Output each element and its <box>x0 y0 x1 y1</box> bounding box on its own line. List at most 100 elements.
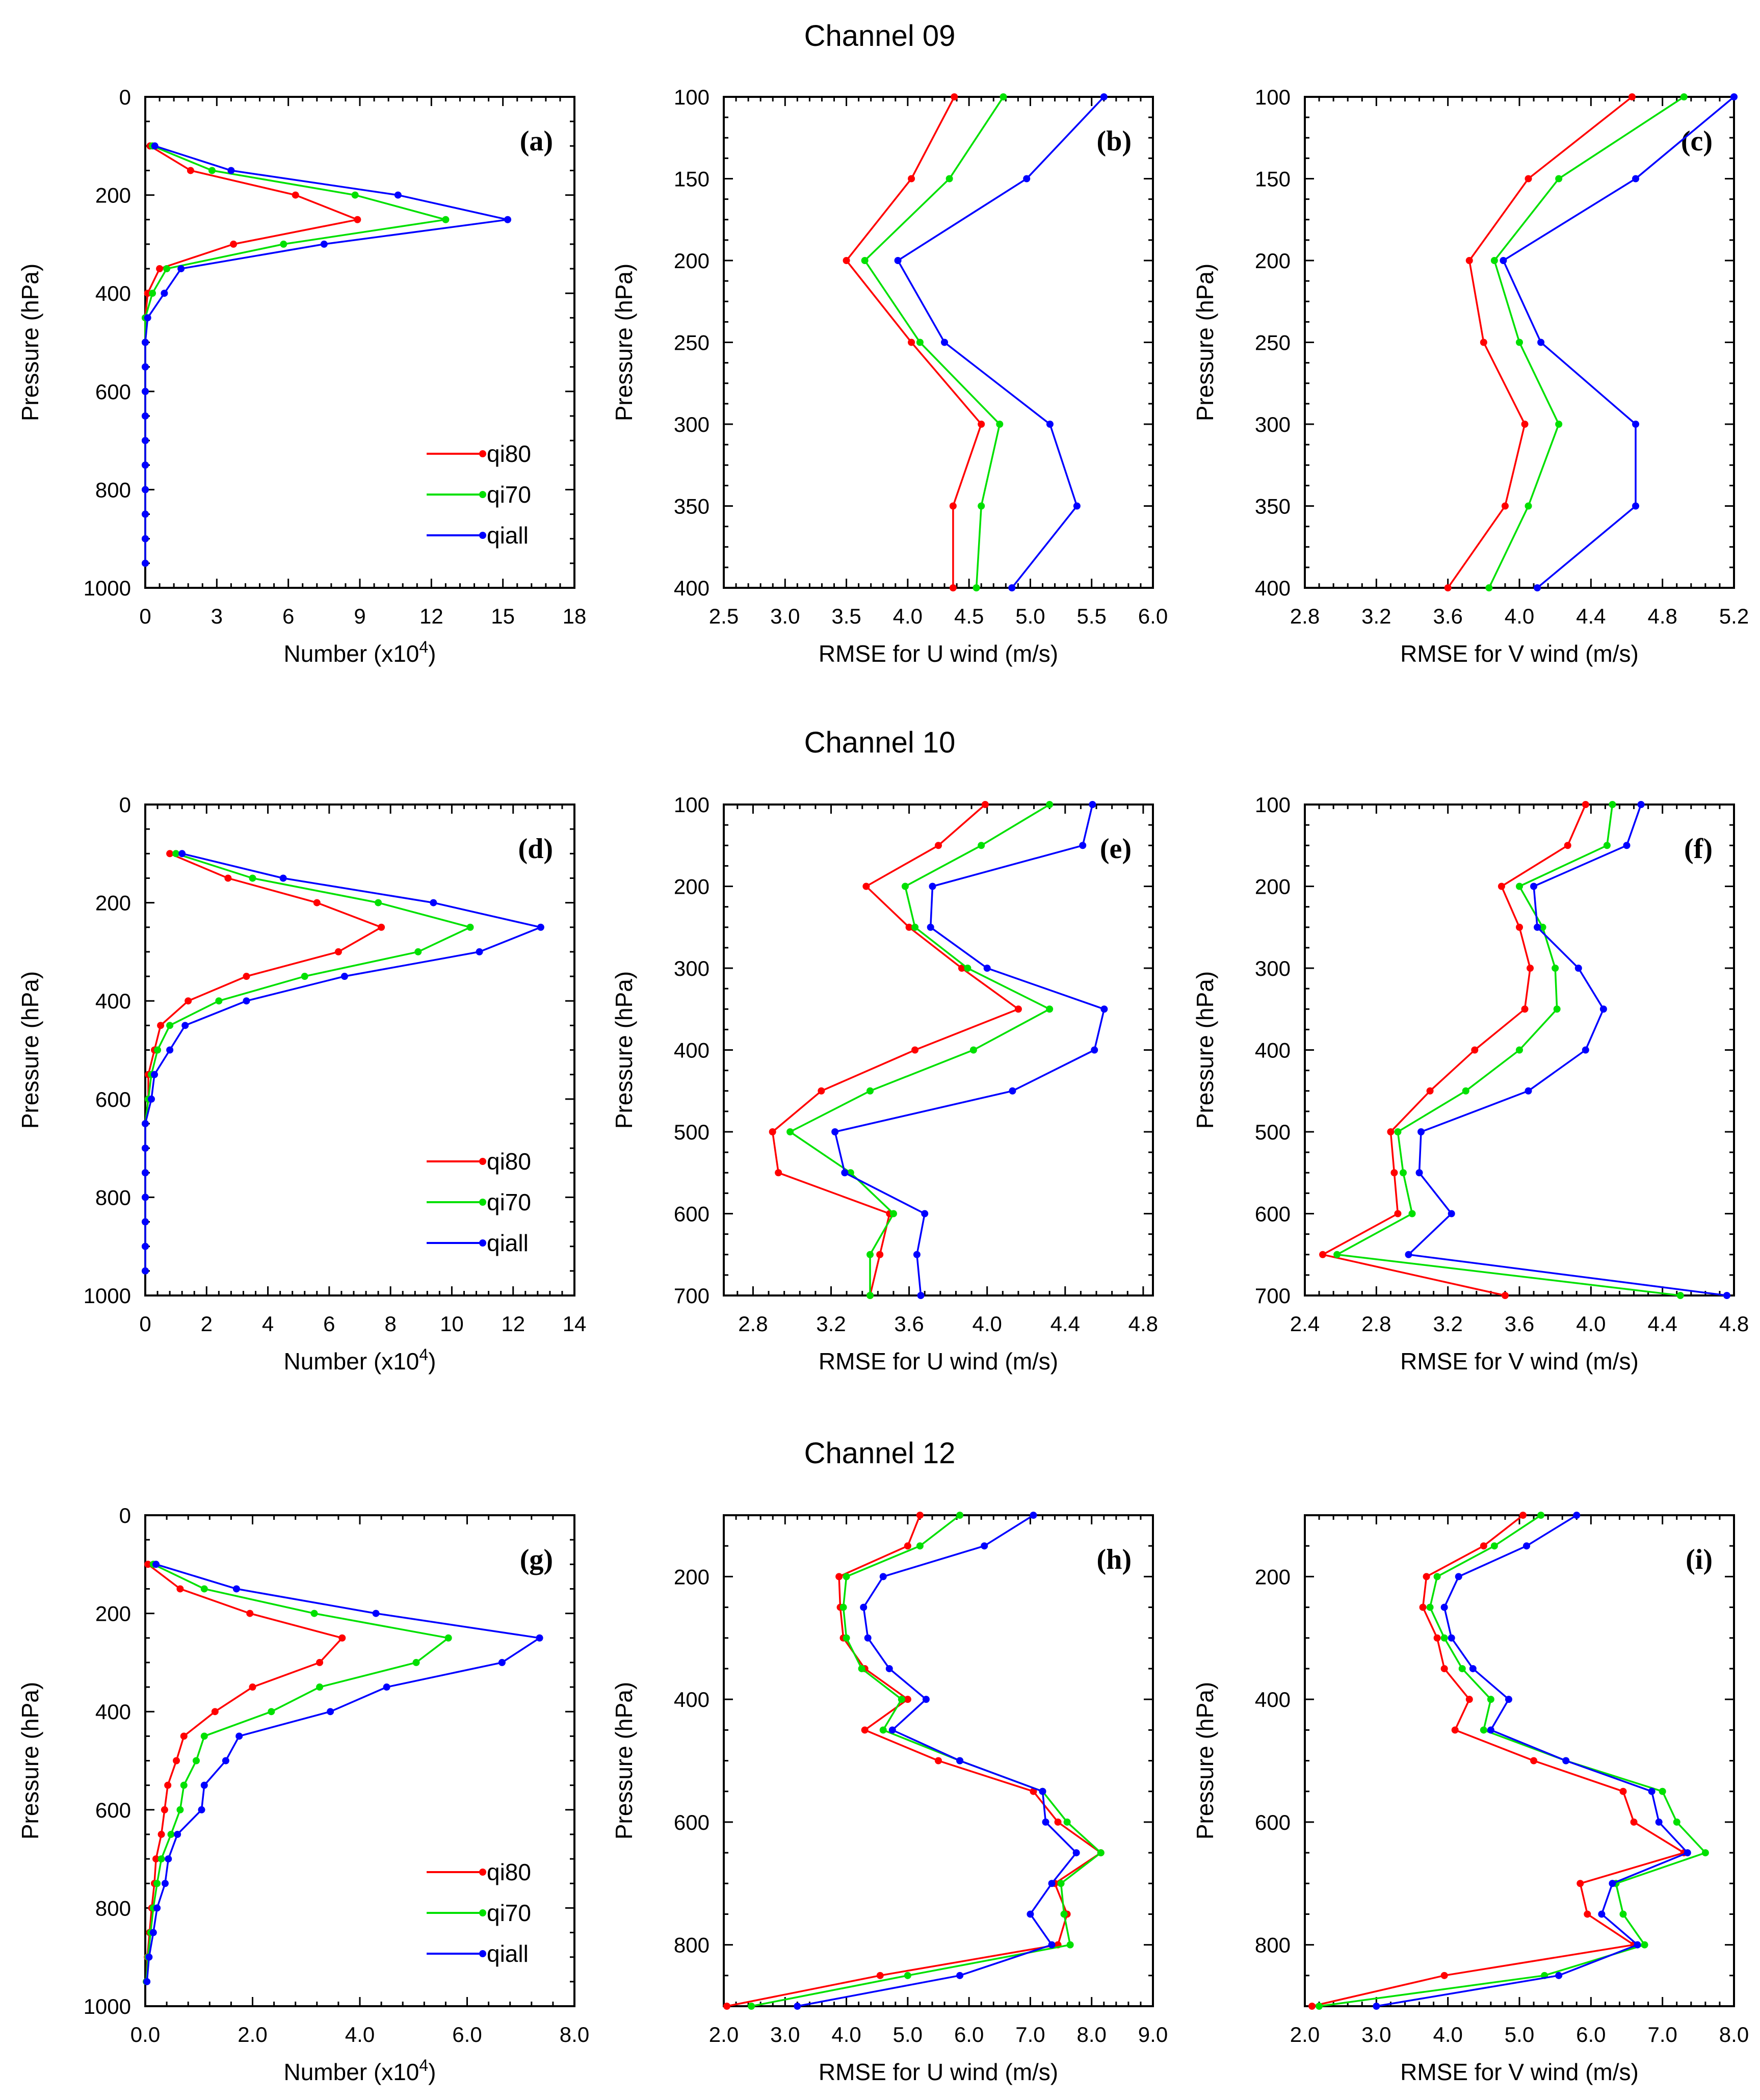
legend-entry-qi80: qi80 <box>427 1859 531 1885</box>
data-point <box>794 2003 801 2010</box>
legend-marker <box>479 532 486 539</box>
data-point <box>1458 1665 1466 1672</box>
data-point <box>1423 1573 1430 1580</box>
data-point <box>375 899 382 906</box>
y-tick-label: 200 <box>1255 1565 1291 1589</box>
data-point <box>142 461 149 469</box>
data-point <box>1487 1696 1494 1703</box>
data-point <box>142 339 149 346</box>
data-point <box>1534 923 1541 931</box>
data-point <box>1516 923 1523 931</box>
data-point <box>1440 1665 1448 1672</box>
data-point <box>176 1585 184 1593</box>
data-point <box>1042 1818 1049 1826</box>
data-point <box>1480 339 1487 346</box>
data-point <box>911 1046 919 1054</box>
y-tick-label: 800 <box>95 1185 131 1209</box>
data-point <box>536 1634 543 1642</box>
series-line-qi70 <box>1319 1514 1706 2007</box>
series-qi70 <box>1485 93 1688 591</box>
data-point <box>921 1210 929 1217</box>
series-line-qi70 <box>1336 804 1681 1297</box>
data-point <box>174 1830 181 1838</box>
y-tick-label: 250 <box>1255 331 1291 355</box>
y-tick-label: 200 <box>1255 875 1291 899</box>
x-tick-label: 6.0 <box>1138 604 1168 628</box>
x-tick-label: 4 <box>262 1312 274 1336</box>
data-point <box>181 1022 189 1029</box>
data-point <box>1415 1169 1423 1177</box>
data-point <box>166 1022 174 1029</box>
x-tick-label: 2.0 <box>709 2023 739 2046</box>
data-point <box>145 1953 153 1961</box>
x-tick-label: 0.0 <box>130 2023 160 2046</box>
y-tick-label: 400 <box>95 1700 131 1724</box>
data-point <box>1048 1880 1056 1887</box>
data-point <box>864 1634 872 1642</box>
data-point <box>841 1169 849 1177</box>
data-point <box>249 1683 256 1691</box>
x-axis-label: Number (x104) <box>284 2056 436 2085</box>
data-point <box>1319 1251 1327 1258</box>
x-tick-label: 4.8 <box>1719 1312 1749 1336</box>
x-tick-label: 6.0 <box>452 2023 482 2046</box>
x-tick-label: 2.0 <box>1290 2023 1320 2046</box>
x-tick-label: 12 <box>501 1312 525 1336</box>
data-point <box>1009 1087 1016 1095</box>
x-axis-label: RMSE for V wind (m/s) <box>1400 1348 1639 1375</box>
panel-e: 2.8 3.2 3.6 4.0 4.4 4.8 100 200 300 400 500 600 700 R… <box>611 793 1158 1375</box>
data-point <box>818 1087 825 1095</box>
data-point <box>1632 502 1640 510</box>
legend-label: qi80 <box>487 1859 531 1885</box>
data-point <box>153 1904 161 1912</box>
panel-label: (a) <box>520 125 553 157</box>
x-tick-label: 9.0 <box>1138 2023 1168 2046</box>
data-point <box>1555 1972 1563 1979</box>
data-point <box>1519 1512 1527 1519</box>
series-line-qi70 <box>144 145 447 563</box>
series-qi70 <box>143 1561 452 1985</box>
data-point <box>973 584 980 591</box>
data-point <box>1426 1087 1434 1095</box>
data-point <box>1485 584 1493 591</box>
data-point <box>1516 1046 1523 1054</box>
data-point <box>1433 1573 1441 1580</box>
series-line-qiall <box>146 1563 541 1982</box>
x-axis-label-exponent: 4 <box>419 1345 428 1364</box>
data-point <box>235 1732 243 1740</box>
data-point <box>166 850 174 858</box>
data-point <box>142 437 149 445</box>
y-tick-label: 700 <box>674 1284 710 1308</box>
data-point <box>1440 1603 1448 1611</box>
y-tick-label: 800 <box>674 1933 710 1957</box>
data-point <box>1030 1787 1037 1795</box>
x-axis-label-exponent: 4 <box>419 638 428 656</box>
x-tick-label: 4.0 <box>972 1312 1002 1336</box>
data-point <box>956 1757 964 1765</box>
data-point <box>1057 1880 1065 1887</box>
data-point <box>1465 257 1473 264</box>
legend-marker <box>479 1950 486 1957</box>
data-point <box>164 1781 172 1789</box>
x-tick-label: 4.0 <box>1505 604 1534 628</box>
data-point <box>1073 502 1081 510</box>
y-tick-label: 200 <box>674 1565 710 1589</box>
data-point <box>208 167 216 174</box>
data-point <box>301 973 308 980</box>
x-tick-label: 2.8 <box>1290 604 1320 628</box>
series-qi80 <box>1308 1512 1688 2010</box>
x-axis-label: RMSE for U wind (m/s) <box>819 1348 1058 1375</box>
y-tick-label: 250 <box>674 331 710 355</box>
data-point <box>1525 1087 1532 1095</box>
series-line-qi80 <box>145 1563 344 1982</box>
data-point <box>372 1610 380 1617</box>
data-point <box>1394 1210 1402 1217</box>
data-point <box>351 191 359 199</box>
data-point <box>173 1757 180 1765</box>
data-point <box>916 339 924 346</box>
data-point <box>144 314 151 322</box>
x-tick-label: 3.2 <box>1433 1312 1462 1336</box>
x-tick-label: 14 <box>563 1312 587 1336</box>
data-point <box>142 1169 149 1177</box>
